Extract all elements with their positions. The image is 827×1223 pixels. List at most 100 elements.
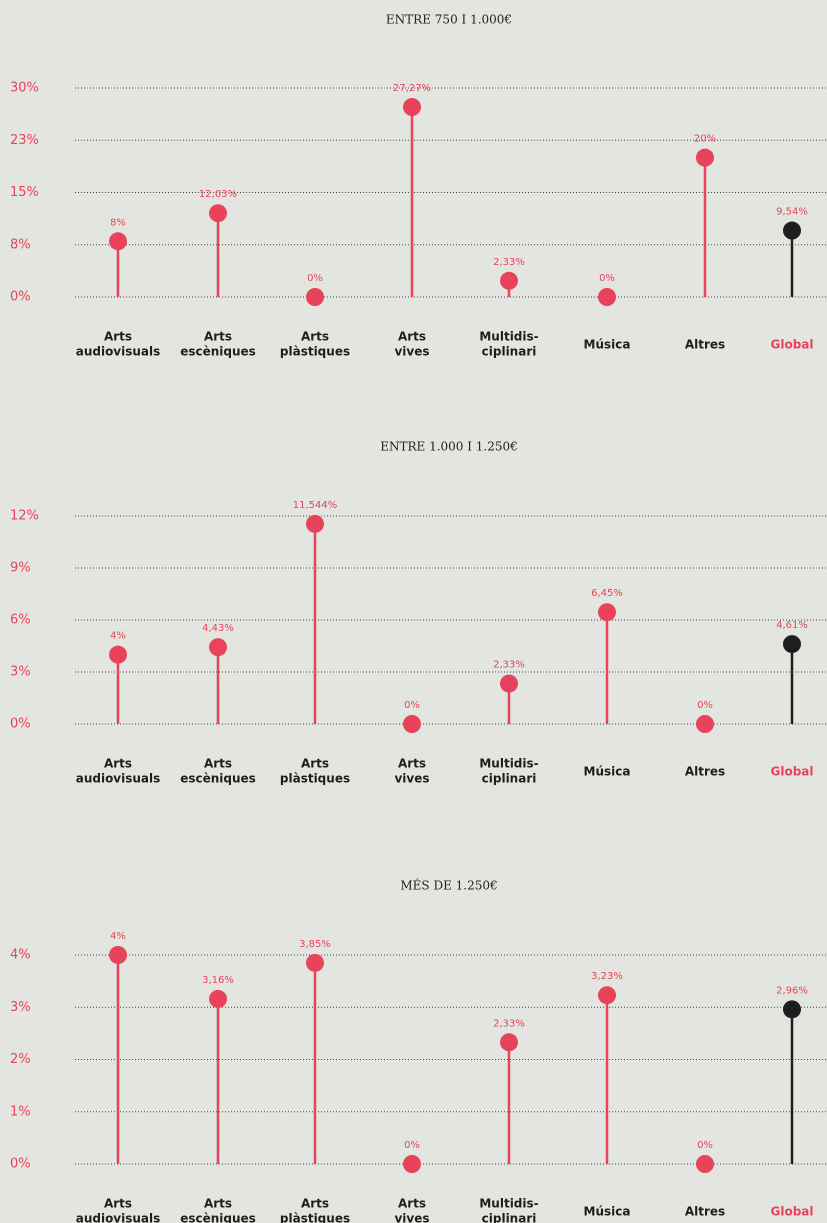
y-tick-label: 6%: [10, 613, 31, 628]
y-tick-label: 0%: [10, 717, 31, 732]
x-tick-label: Arts: [204, 757, 232, 771]
x-tick-label: Multidis-: [479, 330, 538, 344]
value-label: 0%: [599, 273, 615, 284]
y-tick-label: 9%: [10, 561, 31, 576]
dot: [306, 953, 324, 972]
x-tick-label: escèniques: [180, 772, 256, 786]
value-label: 12,03%: [199, 189, 237, 200]
value-label: 2,96%: [776, 985, 808, 996]
value-label: 3,23%: [591, 971, 623, 982]
value-label: 8%: [110, 217, 126, 228]
value-label: 0%: [307, 273, 323, 284]
x-tick-label: escèniques: [180, 1212, 256, 1223]
value-label: 0%: [697, 700, 713, 711]
dot: [403, 98, 421, 117]
dot: [500, 1033, 518, 1052]
dot: [783, 221, 801, 240]
dot: [403, 1155, 421, 1173]
y-tick-label: 3%: [10, 1000, 31, 1015]
x-tick-label: vives: [394, 345, 429, 359]
dot: [783, 635, 801, 654]
x-tick-label: Arts: [204, 330, 232, 344]
x-tick-label: Global: [770, 1205, 813, 1219]
dot: [598, 603, 616, 622]
x-tick-label: audiovisuals: [76, 345, 161, 359]
dot: [500, 674, 518, 693]
dot: [696, 715, 714, 733]
x-tick-label: Arts: [398, 1197, 426, 1211]
y-tick-label: 15%: [10, 185, 39, 200]
x-tick-label: Arts: [104, 330, 132, 344]
chart-title: MÉS DE 1.250€: [400, 878, 497, 893]
y-tick-label: 30%: [10, 81, 39, 96]
x-tick-label: Arts: [104, 1197, 132, 1211]
chart-title: ENTRE 1.000 I 1.250€: [380, 440, 518, 454]
x-tick-label: vives: [394, 1212, 429, 1223]
value-label: 3,16%: [202, 975, 234, 986]
dot: [306, 288, 324, 306]
value-label: 6,45%: [591, 588, 623, 599]
dot: [109, 232, 127, 251]
value-label: 2,33%: [493, 660, 525, 671]
x-tick-label: Global: [770, 765, 813, 779]
x-tick-label: Música: [584, 338, 631, 352]
dot: [109, 645, 127, 664]
dot: [696, 1155, 714, 1173]
x-tick-label: Multidis-: [479, 757, 538, 771]
x-tick-label: Música: [584, 765, 631, 779]
dot: [500, 271, 518, 290]
x-tick-label: Arts: [301, 1197, 329, 1211]
y-tick-label: 2%: [10, 1052, 31, 1067]
x-tick-label: Arts: [204, 1197, 232, 1211]
value-label: 27,27%: [393, 83, 431, 94]
x-tick-label: plàstiques: [280, 772, 350, 786]
x-tick-label: Altres: [685, 1205, 725, 1219]
x-tick-label: Arts: [301, 330, 329, 344]
x-tick-label: ciplinari: [482, 1212, 537, 1223]
value-label: 4,43%: [202, 623, 234, 634]
x-tick-label: Multidis-: [479, 1197, 538, 1211]
value-label: 9,54%: [776, 207, 808, 218]
y-tick-label: 12%: [10, 509, 39, 524]
x-tick-label: vives: [394, 772, 429, 786]
dot: [403, 715, 421, 733]
x-tick-label: audiovisuals: [76, 772, 161, 786]
dot: [209, 989, 227, 1008]
y-tick-label: 8%: [10, 237, 31, 252]
value-label: 4%: [110, 631, 126, 642]
value-label: 11,544%: [293, 500, 338, 511]
x-tick-label: Global: [770, 338, 813, 352]
dot: [783, 1000, 801, 1019]
x-tick-label: ciplinari: [482, 345, 537, 359]
dot: [209, 638, 227, 657]
value-label: 20%: [694, 134, 716, 145]
y-tick-label: 3%: [10, 665, 31, 680]
x-tick-label: Arts: [398, 757, 426, 771]
dot: [598, 986, 616, 1005]
x-tick-label: escèniques: [180, 345, 256, 359]
x-tick-label: Arts: [398, 330, 426, 344]
value-label: 4,61%: [776, 620, 808, 631]
y-tick-label: 0%: [10, 290, 31, 305]
x-tick-label: audiovisuals: [76, 1212, 161, 1223]
x-tick-label: ciplinari: [482, 772, 537, 786]
value-label: 0%: [404, 1140, 420, 1151]
x-tick-label: Arts: [301, 757, 329, 771]
value-label: 3,85%: [299, 939, 331, 950]
x-tick-label: Altres: [685, 338, 725, 352]
value-label: 4%: [110, 931, 126, 942]
x-tick-label: Altres: [685, 765, 725, 779]
chart-title: ENTRE 750 I 1.000€: [386, 13, 512, 27]
x-tick-label: plàstiques: [280, 1212, 350, 1223]
value-label: 2,33%: [493, 1018, 525, 1029]
x-tick-label: Arts: [104, 757, 132, 771]
value-label: 0%: [697, 1140, 713, 1151]
y-tick-label: 23%: [10, 133, 39, 148]
dot: [306, 514, 324, 533]
dot: [598, 288, 616, 306]
dot: [209, 204, 227, 223]
dot: [696, 148, 714, 167]
value-label: 0%: [404, 700, 420, 711]
value-label: 2,33%: [493, 257, 525, 268]
